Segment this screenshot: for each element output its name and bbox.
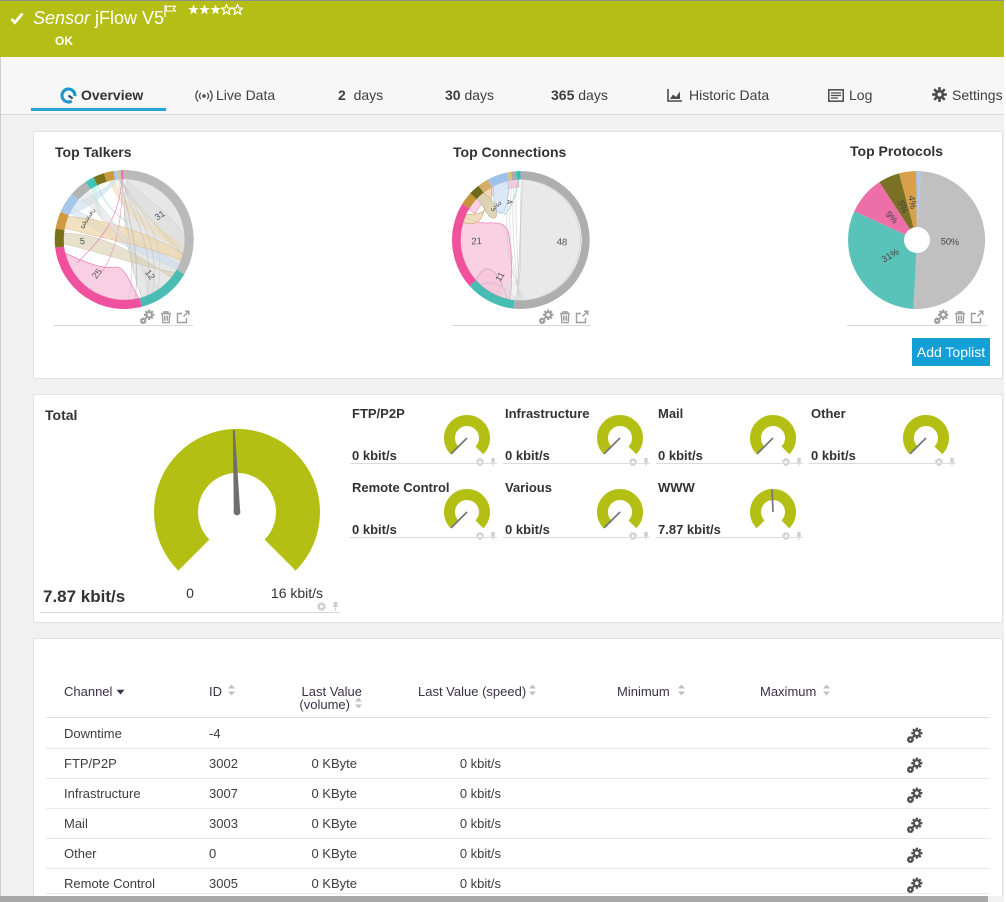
svg-text:5: 5 [80, 236, 86, 246]
svg-text:50%: 50% [940, 236, 959, 247]
svg-text:4: 4 [504, 198, 514, 205]
svg-text:25: 25 [90, 267, 104, 281]
svg-text:48: 48 [556, 237, 567, 249]
svg-text:3: 3 [493, 200, 503, 209]
svg-text:11: 11 [493, 270, 506, 283]
svg-text:31: 31 [153, 208, 167, 222]
svg-text:3: 3 [489, 204, 499, 214]
svg-text:12: 12 [143, 268, 157, 282]
svg-text:3: 3 [85, 212, 93, 220]
svg-text:2: 2 [88, 208, 96, 216]
svg-text:5%: 5% [896, 199, 911, 215]
svg-text:4%: 4% [906, 195, 918, 210]
svg-text:21: 21 [471, 236, 482, 247]
svg-text:3: 3 [80, 220, 88, 231]
svg-text:3: 3 [83, 217, 90, 225]
